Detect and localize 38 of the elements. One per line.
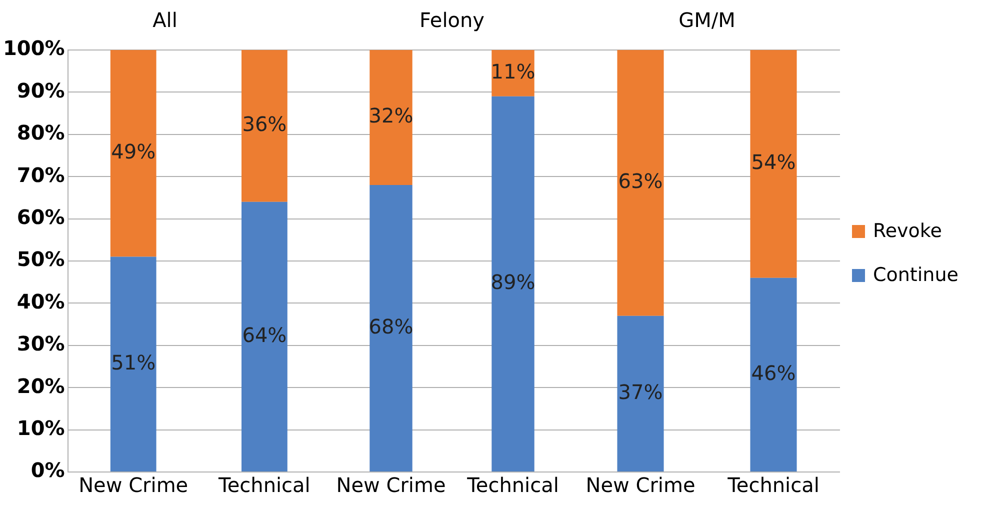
chart-title: Felony — [419, 8, 485, 32]
x-tick-label: Technical — [218, 473, 310, 498]
legend-label: Continue — [873, 264, 958, 286]
data-label: 36% — [242, 112, 287, 136]
y-tick-label: 40% — [16, 289, 65, 314]
bar — [110, 256, 156, 472]
data-label: 46% — [751, 360, 796, 385]
y-tick-label: 0% — [30, 458, 65, 482]
y-tick-label: 100% — [2, 36, 65, 60]
y-tick-label: 50% — [16, 247, 65, 272]
chart-title: GM/M — [678, 8, 736, 32]
legend-label: Revoke — [873, 220, 942, 242]
data-label: 32% — [368, 104, 414, 128]
data-label: 11% — [490, 59, 536, 84]
y-tick-label: 10% — [16, 416, 65, 440]
data-label: 64% — [242, 322, 287, 347]
x-tick-label: New Crime — [586, 473, 696, 498]
x-tick-label: New Crime — [336, 473, 446, 498]
x-tick-label: New Crime — [78, 473, 188, 498]
data-label: 49% — [111, 140, 156, 164]
bar — [242, 202, 288, 472]
y-tick-label: 90% — [16, 78, 65, 102]
y-tick-label: 60% — [16, 205, 65, 230]
data-label: 37% — [618, 380, 663, 404]
bar — [242, 50, 288, 202]
chart-title: All — [152, 8, 178, 32]
data-label: 63% — [618, 169, 663, 194]
data-label: 89% — [490, 270, 536, 294]
data-label: 68% — [368, 314, 414, 338]
y-tick-label: 30% — [16, 332, 65, 356]
data-label: 51% — [111, 350, 156, 374]
x-tick-label: Technical — [726, 473, 820, 498]
x-tick-label: Technical — [466, 473, 559, 498]
y-tick-label: 70% — [16, 162, 65, 187]
y-tick-label: 80% — [16, 120, 65, 145]
y-tick-label: 20% — [16, 374, 65, 398]
data-label: 54% — [751, 150, 796, 174]
bar — [110, 50, 156, 257]
